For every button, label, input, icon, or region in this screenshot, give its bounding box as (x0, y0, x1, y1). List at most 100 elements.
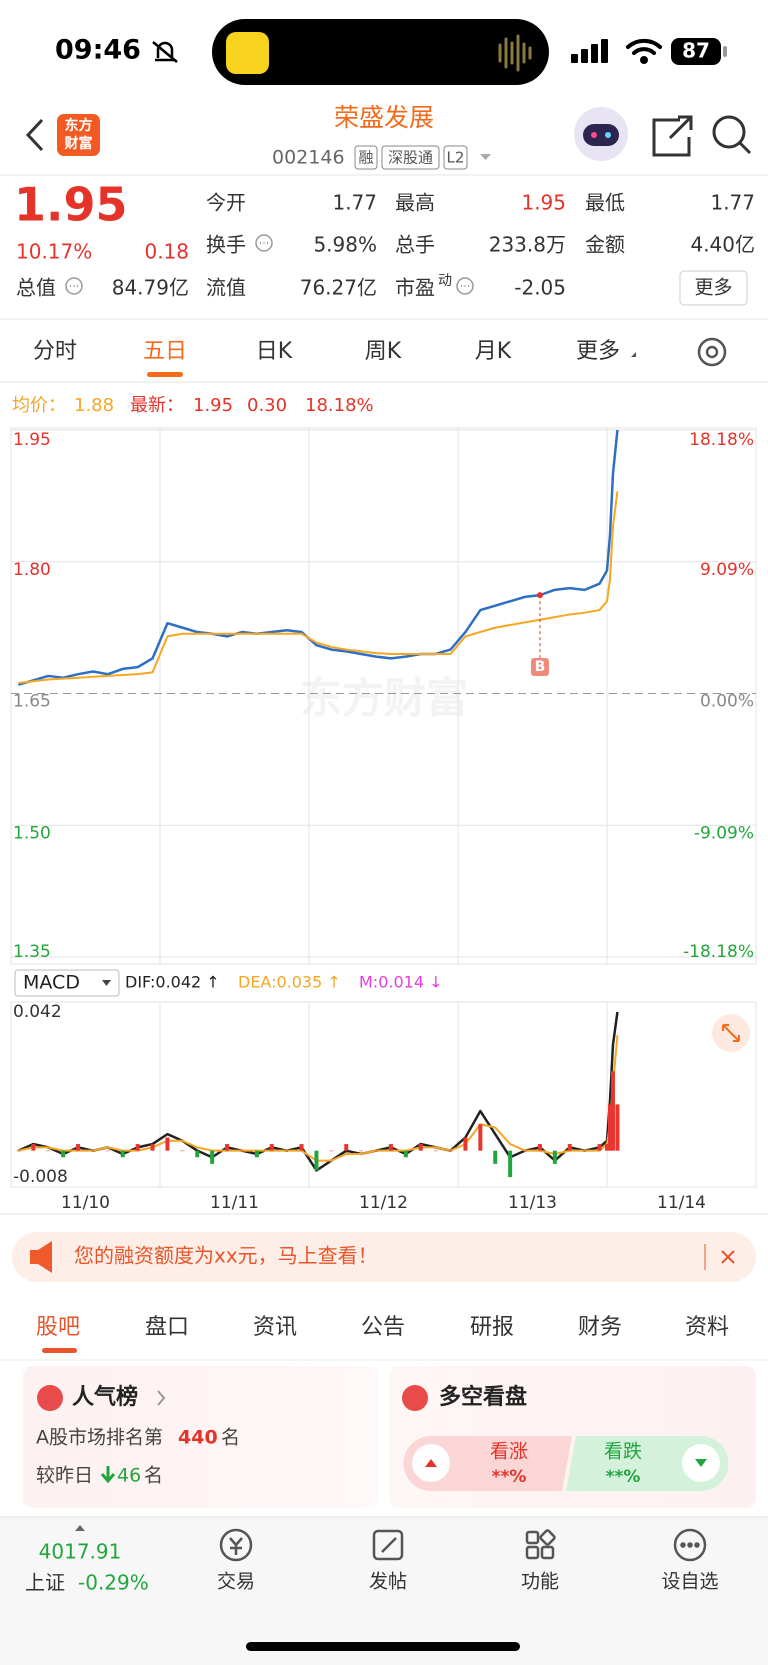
macd-bar (463, 1137, 468, 1151)
price: 1.95 (14, 178, 128, 232)
vs-icon (402, 1385, 428, 1411)
y-tick-label: -0.008 (13, 1167, 68, 1187)
indicator-name[interactable]: MACD (23, 972, 80, 994)
settings-button[interactable] (697, 337, 727, 367)
latest-change-pct: 18.18% (305, 395, 374, 416)
section-tab[interactable]: 公告 (361, 1315, 405, 1340)
battery-tip (723, 46, 727, 57)
y-tick-label: 1.50 (13, 823, 51, 843)
macd-bar (582, 1150, 587, 1152)
field-value: 84.79亿 (112, 276, 189, 300)
banner-close[interactable] (721, 1250, 735, 1264)
macd-bar (239, 1150, 244, 1152)
tag-box (381, 145, 440, 170)
period-tab[interactable]: 月K (475, 339, 512, 364)
section-tabs: 股吧 盘口 资讯 公告 研报 财务 资料 (36, 1315, 729, 1340)
bear-label[interactable]: 看跌 (604, 1441, 642, 1463)
more-button[interactable] (679, 270, 748, 306)
field-value: 1.77 (710, 191, 755, 215)
index-change[interactable]: -0.29% (78, 1571, 149, 1595)
more-arrow (631, 352, 636, 357)
macd-bar (567, 1144, 572, 1151)
nav-item[interactable]: 发帖 (369, 1571, 407, 1593)
index-name[interactable]: 上证 (25, 1571, 65, 1595)
period-tab[interactable]: 分时 (33, 339, 77, 364)
latest-value: 1.95 (193, 395, 233, 416)
macd-bar (284, 1150, 289, 1152)
section-tab[interactable]: 股吧 (36, 1315, 80, 1340)
macd-bar (344, 1144, 349, 1151)
change: 0.18 (144, 240, 189, 264)
banner[interactable] (12, 1232, 756, 1282)
macd-bar (46, 1150, 51, 1152)
bottom-bar (0, 1517, 768, 1665)
y-tick-label: 0.042 (13, 1002, 62, 1022)
nav-item[interactable]: 功能 (521, 1571, 559, 1593)
index-arrow (75, 1525, 85, 1531)
bear-arrow (695, 1459, 707, 1467)
back-button[interactable] (25, 118, 44, 152)
macd-bar (135, 1144, 140, 1151)
macd-bar (493, 1150, 498, 1164)
y-tick-label: 1.95 (13, 430, 51, 450)
x-tick-label: 11/12 (359, 1193, 408, 1213)
rank: 440 (178, 1427, 218, 1449)
more-label[interactable]: 更多 (694, 277, 732, 299)
search-button[interactable] (712, 115, 752, 155)
banner-text[interactable]: 您的融资额度为xx元，马上查看！ (74, 1244, 378, 1268)
nav-item[interactable]: 交易 (217, 1571, 255, 1593)
marker-box (530, 658, 549, 676)
y2-tick-label: 9.09% (700, 560, 754, 580)
rank-suffix: 名 (221, 1427, 240, 1449)
legend-entry: M:0.014 ↓ (359, 973, 443, 992)
macd-bar (597, 1144, 602, 1151)
macd-bar (314, 1150, 319, 1171)
nav-item[interactable]: 设自选 (661, 1571, 718, 1593)
tag-box (443, 145, 468, 170)
y2-tick-label: -9.09% (694, 823, 754, 843)
period-tab[interactable]: 五日 (143, 339, 187, 364)
macd-bar (90, 1150, 95, 1152)
dropdown-arrow[interactable] (480, 154, 491, 160)
info-icon (255, 234, 273, 252)
down-arrow (100, 1466, 116, 1484)
section-tab[interactable]: 研报 (470, 1315, 514, 1340)
share-button[interactable] (652, 115, 693, 157)
macd-bar (269, 1144, 274, 1151)
bull-button[interactable] (403, 1436, 572, 1491)
period-tab[interactable]: 更多 (576, 339, 620, 364)
index-value[interactable]: 4017.91 (39, 1540, 122, 1564)
select-arrow (102, 980, 111, 986)
field-label-sup: 动 (438, 273, 452, 289)
field-label: 换手 (206, 233, 246, 257)
macd-bar (610, 1071, 615, 1151)
series-line (17, 1011, 619, 1172)
legend-entry: DIF:0.042 ↑ (125, 973, 220, 992)
macd-bar (165, 1137, 170, 1151)
section-tab[interactable]: 财务 (578, 1315, 622, 1340)
macd-bar (523, 1150, 528, 1152)
expand-button[interactable] (712, 1014, 750, 1052)
period-tab[interactable]: 日K (256, 339, 293, 364)
section-tab[interactable]: 资料 (685, 1315, 729, 1340)
popularity-card[interactable] (23, 1366, 379, 1508)
period-tab[interactable]: 周K (365, 339, 402, 364)
macd-bar (210, 1150, 215, 1164)
chevron (157, 1390, 166, 1406)
section-tab[interactable]: 资讯 (253, 1315, 297, 1340)
section-tab[interactable]: 盘口 (145, 1315, 189, 1340)
macd-bar (359, 1150, 364, 1152)
macd-bar (225, 1144, 230, 1151)
assistant-avatar[interactable] (574, 107, 628, 161)
app-icon (226, 32, 269, 74)
indicator-select[interactable] (14, 969, 120, 997)
y-tick-label: 1.65 (13, 692, 51, 712)
logo-text: 东方 (65, 117, 93, 134)
price-chart-frame (10, 427, 757, 965)
macd-bar (61, 1150, 66, 1158)
bull-arrow (425, 1459, 437, 1467)
bull-label[interactable]: 看涨 (490, 1441, 528, 1463)
macd-bar (448, 1150, 453, 1152)
field-label: 今开 (206, 191, 246, 215)
